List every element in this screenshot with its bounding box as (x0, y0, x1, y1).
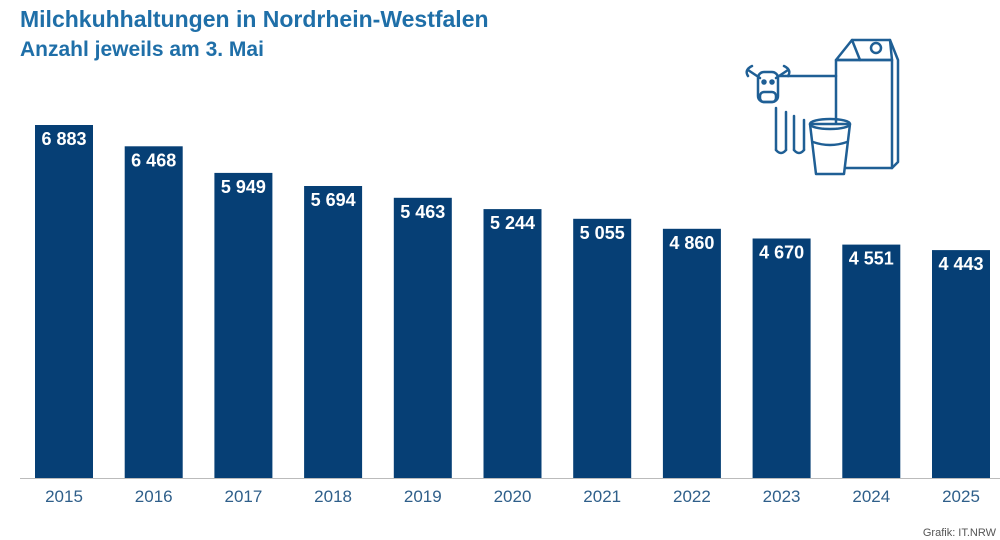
bar-value-label: 5 694 (311, 190, 356, 210)
bar-value-label: 5 949 (221, 177, 266, 197)
bar-2015 (35, 125, 93, 478)
bar-2018 (304, 186, 363, 478)
x-tick-label: 2017 (224, 487, 262, 506)
bar-value-label: 4 551 (849, 249, 894, 269)
bars-group: 6 883 6 468 5 949 5 694 5 463 5 244 5 055 4 860… (35, 125, 990, 479)
x-tick-label: 2016 (135, 487, 173, 506)
bar-2016 (124, 146, 183, 479)
x-tick-labels: 2015 2016 2017 2018 2019 2020 2021 2022 2023 2024… (45, 487, 980, 506)
x-tick-label: 2020 (494, 487, 532, 506)
x-tick-label: 2018 (314, 487, 352, 506)
x-tick-label: 2019 (404, 487, 442, 506)
bar-value-label: 5 463 (400, 202, 445, 222)
bar-value-label: 5 244 (490, 213, 535, 233)
x-tick-label: 2021 (583, 487, 621, 506)
chart-title: Milchkuhhaltungen in Nordrhein-Westfalen (20, 6, 489, 32)
chart-subtitle: Anzahl jeweils am 3. Mai (20, 38, 264, 61)
bar-2017 (214, 172, 273, 478)
bar-value-label: 4 860 (669, 233, 714, 253)
x-tick-label: 2022 (673, 487, 711, 506)
bar-2021 (573, 218, 632, 479)
bar-value-label: 6 883 (41, 129, 86, 149)
bar-2020 (483, 209, 542, 478)
bar-value-label: 6 468 (131, 150, 176, 170)
bar-2025 (932, 250, 990, 478)
bar-value-label: 4 443 (938, 254, 983, 274)
x-tick-label: 2023 (763, 487, 801, 506)
x-tick-label: 2024 (852, 487, 890, 506)
x-tick-label: 2015 (45, 487, 83, 506)
source-credit: Grafik: IT.NRW (922, 527, 996, 539)
bar-2024 (842, 244, 901, 478)
bar-2019 (393, 197, 452, 479)
x-tick-label: 2025 (942, 487, 980, 506)
bar-2023 (752, 238, 811, 478)
cow-milk-carton-glass-icon (745, 38, 900, 176)
bar-2022 (662, 228, 721, 478)
bar-value-label: 5 055 (580, 223, 625, 243)
bar-value-label: 4 670 (759, 243, 804, 263)
